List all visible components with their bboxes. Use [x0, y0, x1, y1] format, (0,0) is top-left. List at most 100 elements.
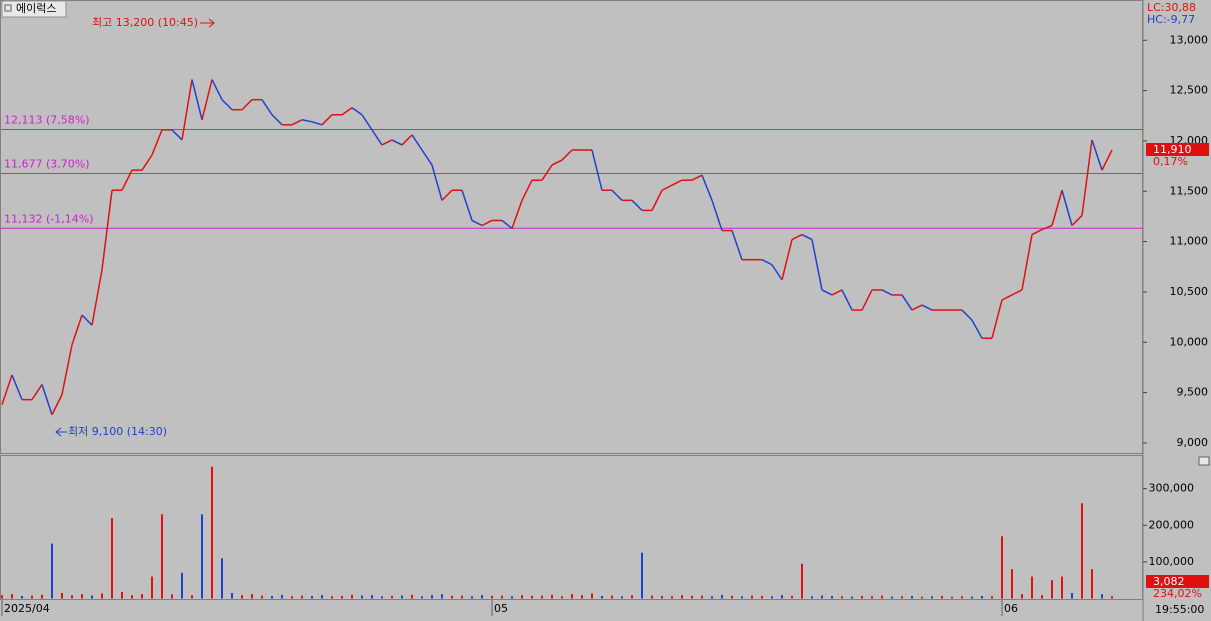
volume-bar [981, 595, 983, 599]
volume-bar [971, 596, 973, 599]
volume-bar [171, 594, 173, 599]
price-segment [1061, 190, 1073, 226]
volume-bar [941, 595, 943, 599]
volume-bar [951, 596, 953, 599]
y-tick-label: 200,000 [1149, 518, 1195, 531]
x-tick-label: 06 [1004, 602, 1018, 615]
volume-bar [611, 595, 613, 599]
price-segment [151, 129, 163, 156]
volume-bar [1091, 569, 1093, 599]
price-segment [991, 299, 1003, 339]
lc-label: LC:30,88 [1147, 1, 1196, 14]
volume-bar [91, 595, 93, 599]
price-segment [631, 199, 643, 211]
price-segment [691, 174, 703, 181]
volume-bar [781, 595, 783, 599]
reference-label: 11,677 (3,70%) [4, 157, 90, 170]
price-segment [381, 139, 393, 146]
price-segment [821, 289, 833, 296]
volume-bar [381, 596, 383, 599]
y-tick-label: 9,500 [1177, 386, 1209, 399]
volume-bar [1051, 580, 1053, 599]
price-segment [791, 233, 803, 241]
volume-bar [871, 596, 873, 599]
volume-bar [921, 596, 923, 599]
price-segment [1101, 149, 1113, 171]
volume-bar [731, 595, 733, 599]
volume-bar [571, 594, 573, 599]
price-segment [441, 189, 453, 201]
price-segment [781, 239, 793, 281]
volume-bar [621, 596, 623, 599]
price-segment [591, 149, 603, 191]
y-tick-label: 9,000 [1177, 436, 1209, 449]
volume-bar [861, 595, 863, 599]
x-tick-label: 05 [494, 602, 508, 615]
price-segment [11, 374, 23, 400]
price-segment [271, 114, 283, 126]
volume-bar [901, 596, 903, 599]
current-volume-box [1146, 575, 1209, 588]
volume-bar [721, 594, 723, 599]
volume-bar [1081, 503, 1083, 599]
price-segment [261, 99, 273, 116]
current-change: 0,17% [1153, 155, 1188, 168]
volume-bar [891, 596, 893, 599]
volume-bar [591, 593, 593, 599]
price-segment [481, 219, 493, 227]
volume-bar [631, 595, 633, 599]
volume-bar [251, 594, 253, 599]
volume-bar [961, 596, 963, 599]
price-segment [81, 314, 93, 326]
volume-bar [741, 596, 743, 599]
volume-bar [851, 596, 853, 599]
price-segment [521, 179, 533, 201]
title-box [1, 0, 67, 18]
price-segment [731, 230, 743, 260]
price-segment [861, 289, 873, 311]
volume-bar [371, 595, 373, 599]
volume-bar [51, 543, 53, 599]
volume-bar [661, 595, 663, 599]
price-segment [91, 269, 103, 326]
price-segment [241, 99, 253, 111]
volume-bar [931, 596, 933, 599]
volume-bar [521, 595, 523, 599]
price-segment [461, 190, 473, 221]
price-segment [841, 289, 853, 311]
volume-bar [491, 595, 493, 599]
price-segment [391, 139, 403, 146]
y-tick-label: 100,000 [1149, 555, 1195, 568]
price-segment [1021, 234, 1033, 291]
volume-bar [651, 595, 653, 599]
volume-bar [1061, 576, 1063, 599]
price-segment [771, 264, 783, 281]
price-segment [911, 304, 923, 311]
current-price-box [1146, 142, 1209, 156]
volume-bar [831, 595, 833, 599]
price-segment [1091, 139, 1103, 171]
volume-bar [671, 596, 673, 599]
price-segment [181, 79, 193, 141]
price-segment [411, 134, 423, 151]
volume-bar [331, 596, 333, 599]
y-tick-label: 10,000 [1170, 335, 1209, 348]
price-segment [511, 200, 523, 229]
price-segment [831, 289, 843, 296]
volume-bar [751, 595, 753, 599]
price-segment [351, 107, 363, 116]
volume-bar [231, 593, 233, 599]
y-tick-label: 13,000 [1170, 33, 1209, 46]
volume-change: 234,02% [1153, 587, 1202, 600]
price-segment [361, 114, 373, 131]
price-segment [321, 114, 333, 126]
volume-bar [431, 595, 433, 599]
volume-bar [221, 558, 223, 599]
panel-close[interactable] [1198, 456, 1210, 466]
volume-bar [501, 595, 503, 599]
volume-bar [161, 514, 163, 599]
price-segment [211, 79, 223, 100]
volume-bar [451, 595, 453, 599]
